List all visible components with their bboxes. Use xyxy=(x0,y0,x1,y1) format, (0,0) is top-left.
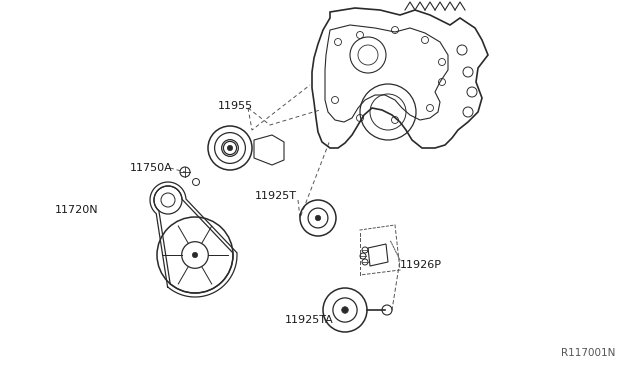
Text: R117001N: R117001N xyxy=(561,348,615,358)
Text: 11925T: 11925T xyxy=(255,191,297,201)
Text: 11926P: 11926P xyxy=(400,260,442,270)
Text: 11925TA: 11925TA xyxy=(285,315,333,325)
Circle shape xyxy=(228,147,232,150)
Text: 11720N: 11720N xyxy=(55,205,99,215)
Text: 11955: 11955 xyxy=(218,101,253,111)
Circle shape xyxy=(193,252,198,258)
Circle shape xyxy=(342,307,348,313)
Circle shape xyxy=(316,215,321,221)
Text: 11750A: 11750A xyxy=(130,163,173,173)
Circle shape xyxy=(227,145,233,151)
